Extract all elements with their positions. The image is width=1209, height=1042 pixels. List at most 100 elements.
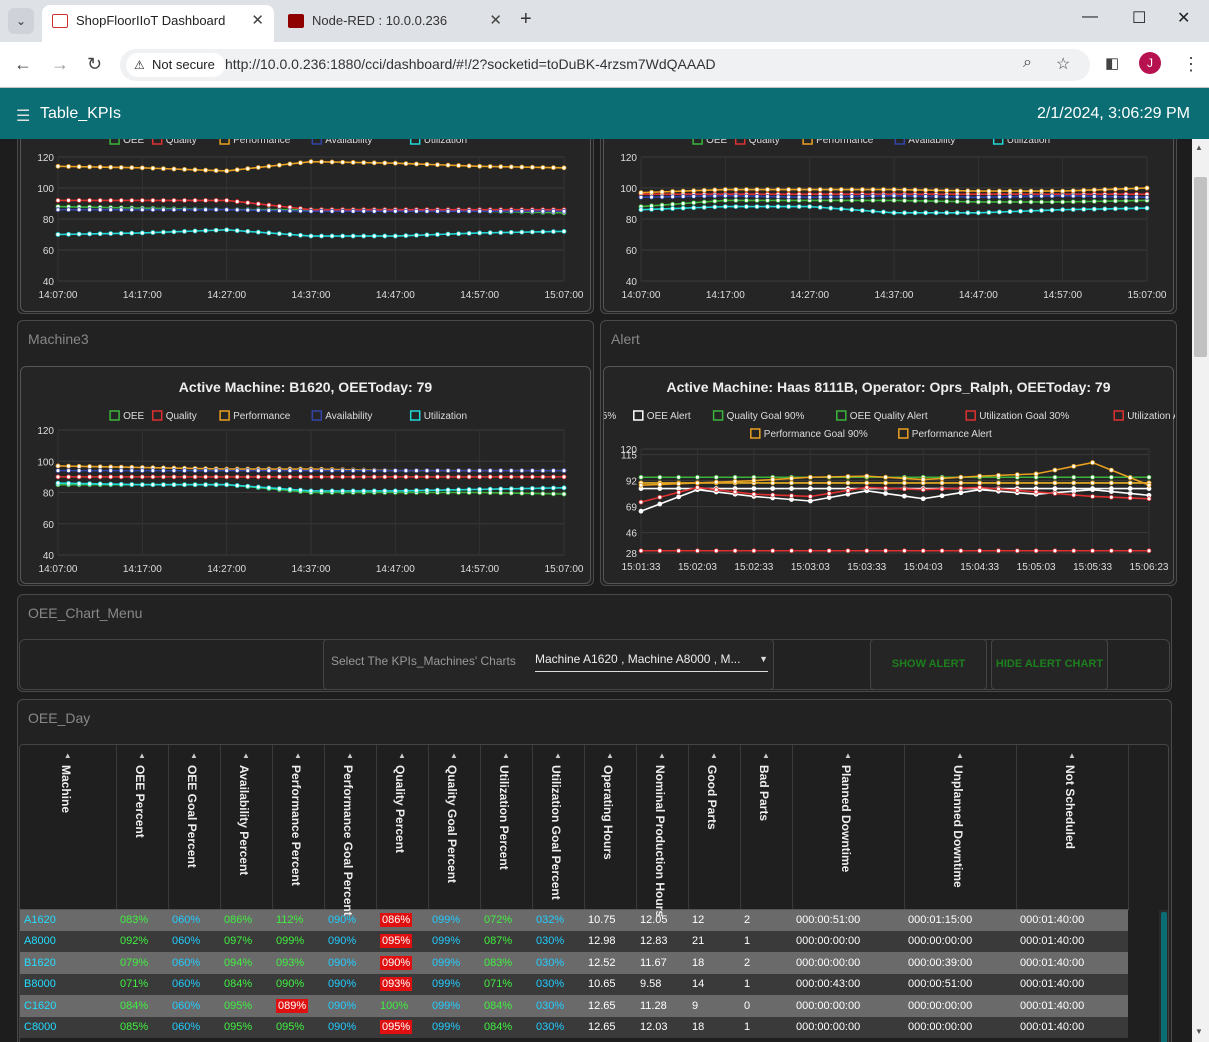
new-tab-button[interactable]: +: [520, 8, 532, 30]
tab-node-red[interactable]: Node-RED : 10.0.0.236 ✕: [278, 5, 512, 42]
column-header[interactable]: ▲ Quality Percent: [376, 745, 429, 910]
reload-icon[interactable]: ↻: [87, 54, 103, 74]
table-row[interactable]: C8000 085% 060% 095% 095% 090% 095% 099% 084% 030…: [20, 1016, 1128, 1038]
hide-alert-chart-button[interactable]: HIDE ALERT CHART: [991, 639, 1108, 690]
sort-arrow-icon[interactable]: ▲: [844, 751, 852, 760]
column-header[interactable]: ▲ Good Parts: [688, 745, 741, 910]
column-header[interactable]: ▲ Quality Goal Percent: [428, 745, 481, 910]
tab-dashboard[interactable]: ShopFloorIIoT Dashboard ✕: [42, 5, 274, 42]
column-header[interactable]: ▲ Planned Downtime: [792, 745, 905, 910]
forward-icon[interactable]: →: [51, 54, 69, 74]
table-row[interactable]: B1620 079% 060% 094% 093% 090% 090% 099% 083% 030…: [20, 952, 1128, 974]
table-row[interactable]: C1620 084% 060% 095% 089% 090% 100% 099% 084% 030…: [20, 995, 1128, 1017]
sort-arrow-icon[interactable]: ▲: [554, 751, 562, 760]
table-cell: 12: [688, 909, 740, 931]
omnibox[interactable]: ⚠ Not secure http://10.0.0.236:1880/cci/…: [120, 49, 1090, 81]
show-alert-chart-button[interactable]: SHOW ALERT CHART: [870, 639, 987, 719]
sort-arrow-icon[interactable]: ▲: [63, 751, 72, 760]
table-scrollbar-thumb[interactable]: [1161, 912, 1167, 1042]
sort-arrow-icon[interactable]: ▲: [190, 751, 198, 760]
x-tick-label: 15:07:00: [545, 564, 584, 575]
series-point: [76, 207, 82, 213]
column-header[interactable]: ▲ Bad Parts: [740, 745, 793, 910]
column-header[interactable]: ▲ Operating Hours: [584, 745, 637, 910]
column-header[interactable]: ▲ Utilization Percent: [480, 745, 533, 910]
url-text[interactable]: http://10.0.0.236:1880/cci/dashboard/#!/…: [225, 56, 716, 72]
column-header[interactable]: ▲ Utilization Goal Percent: [532, 745, 585, 910]
series-point: [392, 468, 398, 474]
scroll-down-icon[interactable]: ▼: [1195, 1027, 1203, 1036]
column-header-label: Operating Hours: [601, 765, 615, 860]
back-icon[interactable]: ←: [14, 54, 32, 74]
table-row[interactable]: B8000 071% 060% 084% 090% 090% 093% 099% 071% 030…: [20, 973, 1128, 995]
column-header[interactable]: ▲ Not Scheduled: [1016, 745, 1129, 910]
sort-arrow-icon[interactable]: ▲: [242, 751, 250, 760]
hamburger-menu-icon[interactable]: ☰: [16, 108, 31, 125]
close-tab-icon[interactable]: ✕: [251, 12, 264, 29]
sort-arrow-icon[interactable]: ▲: [606, 751, 614, 760]
column-header[interactable]: ▲ Nominal Production Hours: [636, 745, 689, 917]
sort-arrow-icon[interactable]: ▲: [1068, 751, 1076, 760]
sort-arrow-icon[interactable]: ▲: [658, 751, 666, 760]
series-point: [245, 166, 251, 172]
series-point: [891, 198, 897, 203]
table-cell: 079%: [116, 952, 168, 974]
series-point: [529, 485, 535, 491]
column-header[interactable]: ▲ Machine: [20, 745, 117, 910]
select-value[interactable]: Machine A1620 , Machine A8000 , M... ▼: [535, 652, 768, 672]
table-row[interactable]: A8000 092% 060% 097% 099% 090% 095% 099% 087% 030…: [20, 930, 1128, 952]
page-scrollbar-thumb[interactable]: [1194, 177, 1207, 357]
close-tab-icon[interactable]: ✕: [489, 12, 502, 29]
column-header[interactable]: ▲ Performance Percent: [272, 745, 325, 910]
sort-arrow-icon[interactable]: ▲: [450, 751, 458, 760]
machine-select-dropdown[interactable]: Select The KPIs_Machines' Charts Machine…: [323, 639, 774, 690]
maximize-icon[interactable]: ☐: [1132, 10, 1147, 27]
menu-kebab-icon[interactable]: ⋮: [1182, 54, 1200, 74]
series-point: [849, 187, 855, 192]
series-point: [255, 474, 261, 480]
profile-avatar[interactable]: J: [1139, 52, 1161, 74]
series-point: [1033, 480, 1039, 486]
table-scrollbar[interactable]: [1159, 910, 1168, 1042]
sort-arrow-icon[interactable]: ▲: [398, 751, 406, 760]
tab-search-button[interactable]: ⌄: [8, 8, 34, 34]
column-header[interactable]: ▲ Availability Percent: [220, 745, 273, 910]
series-point: [958, 548, 964, 554]
series-point: [986, 188, 992, 194]
security-chip[interactable]: ⚠ Not secure: [126, 53, 225, 77]
sort-arrow-icon[interactable]: ▲: [762, 751, 770, 760]
series-point: [944, 198, 950, 204]
column-header[interactable]: ▲ Unplanned Downtime: [904, 745, 1017, 910]
sort-arrow-icon[interactable]: ▲: [502, 751, 510, 760]
sort-arrow-icon[interactable]: ▲: [956, 751, 964, 760]
table-cell: C8000: [20, 1016, 116, 1038]
series-point: [695, 485, 700, 490]
zoom-search-icon[interactable]: ⌕: [1023, 54, 1032, 71]
series-point: [670, 201, 676, 207]
scroll-up-icon[interactable]: ▲: [1195, 143, 1203, 152]
y-tick-label: 80: [43, 215, 55, 226]
table-row[interactable]: A1620 083% 060% 086% 112% 090% 086% 099% 072% 032…: [20, 909, 1128, 931]
legend-swatch: [992, 139, 1004, 145]
sort-arrow-icon[interactable]: ▲: [294, 751, 302, 760]
column-header[interactable]: ▲ Performance Goal Percent: [324, 745, 377, 916]
sort-arrow-icon[interactable]: ▲: [138, 751, 146, 760]
side-panel-icon[interactable]: ◧: [1105, 55, 1120, 72]
series-point: [466, 230, 472, 236]
series-point: [997, 199, 1002, 205]
series-point: [902, 198, 907, 203]
column-header[interactable]: ▲ OEE Goal Percent: [168, 745, 221, 910]
sort-arrow-icon[interactable]: ▲: [346, 751, 354, 760]
table-cell: B1620: [20, 952, 116, 974]
table-cell: 2: [740, 952, 792, 974]
close-window-icon[interactable]: ✕: [1177, 10, 1191, 27]
series-point: [864, 548, 870, 554]
minimize-icon[interactable]: —: [1082, 8, 1098, 25]
series-point: [770, 548, 776, 554]
page-scrollbar[interactable]: ▲ ▼: [1192, 139, 1209, 1042]
column-header[interactable]: ▲ OEE Percent: [116, 745, 169, 910]
sort-arrow-icon[interactable]: ▲: [710, 751, 718, 760]
series-point: [340, 208, 346, 214]
series-point: [234, 474, 240, 480]
bookmark-star-icon[interactable]: ☆: [1056, 56, 1071, 73]
